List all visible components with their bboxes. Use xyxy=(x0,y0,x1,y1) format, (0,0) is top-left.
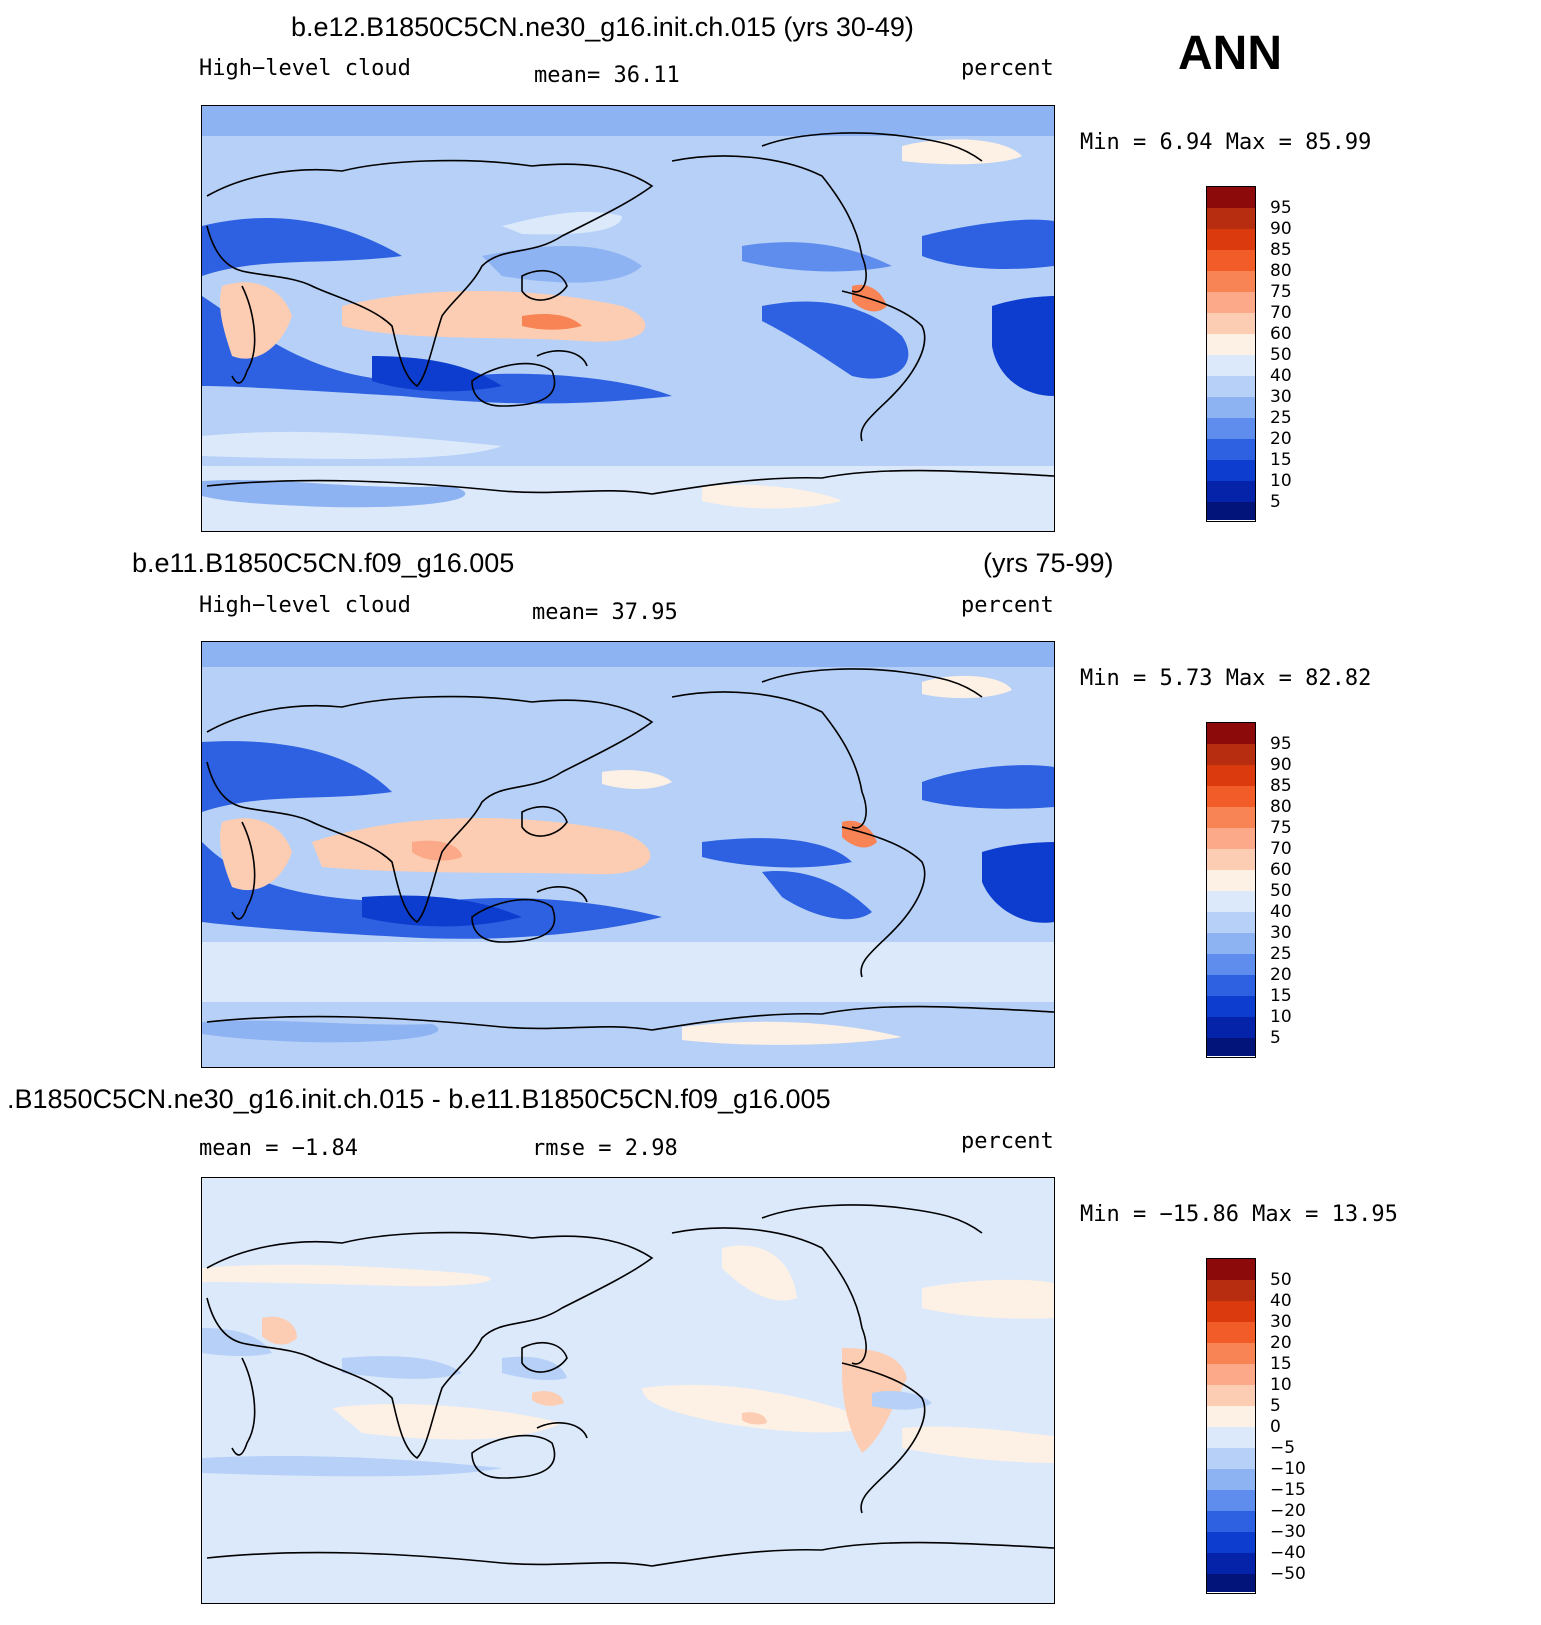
panel2-units: percent xyxy=(961,593,1054,618)
cb1-label: 80 xyxy=(1270,261,1292,281)
cb2-label: 15 xyxy=(1270,986,1292,1006)
panel1-colorbar xyxy=(1206,186,1256,522)
cb2-label: 25 xyxy=(1270,944,1292,964)
cb2-label: 85 xyxy=(1270,776,1292,796)
cb3-label: 30 xyxy=(1270,1312,1292,1332)
panel1-units: percent xyxy=(961,56,1054,81)
panel1-map xyxy=(201,105,1055,532)
cb1-label: 70 xyxy=(1270,303,1292,323)
cb1-label: 85 xyxy=(1270,240,1292,260)
panel1-variable: High−level cloud xyxy=(199,56,411,81)
cb2-label: 40 xyxy=(1270,902,1292,922)
panel2-minmax: Min = 5.73 Max = 82.82 xyxy=(1080,666,1372,691)
cb3-label: −5 xyxy=(1270,1438,1296,1458)
cb2-label: 60 xyxy=(1270,860,1292,880)
panel2-colorbar xyxy=(1206,722,1256,1058)
cb1-label: 90 xyxy=(1270,219,1292,239)
panel3-contour-map xyxy=(202,1178,1054,1603)
panel3-minmax: Min = −15.86 Max = 13.95 xyxy=(1080,1202,1398,1227)
panel3-map xyxy=(201,1177,1055,1604)
cb2-label: 50 xyxy=(1270,881,1292,901)
cb3-label: −30 xyxy=(1270,1522,1306,1542)
cb1-label: 15 xyxy=(1270,450,1292,470)
panel2-contour-map xyxy=(202,642,1054,1067)
cb2-label: 90 xyxy=(1270,755,1292,775)
panel2-map xyxy=(201,641,1055,1068)
cb3-label: 10 xyxy=(1270,1375,1292,1395)
cb3-label: 0 xyxy=(1270,1417,1281,1437)
cb3-label: −50 xyxy=(1270,1564,1306,1584)
cb3-label: 50 xyxy=(1270,1270,1292,1290)
cb1-label: 75 xyxy=(1270,282,1292,302)
cb2-label: 20 xyxy=(1270,965,1292,985)
cb1-label: 50 xyxy=(1270,345,1292,365)
cb3-label: 5 xyxy=(1270,1396,1281,1416)
panel2-case-years: (yrs 75-99) xyxy=(983,548,1114,578)
panel2-mean: mean= 37.95 xyxy=(532,600,678,625)
panel1-case-title: b.e12.B1850C5CN.ne30_g16.init.ch.015 (yr… xyxy=(291,12,914,42)
cb1-label: 60 xyxy=(1270,324,1292,344)
cb3-label: 15 xyxy=(1270,1354,1292,1374)
cb2-label: 80 xyxy=(1270,797,1292,817)
cb3-label: −40 xyxy=(1270,1543,1306,1563)
panel3-rmse: rmse = 2.98 xyxy=(532,1136,678,1161)
cb3-label: −10 xyxy=(1270,1459,1306,1479)
cb3-label: 20 xyxy=(1270,1333,1292,1353)
panel1-contour-map xyxy=(202,106,1054,531)
cb2-label: 10 xyxy=(1270,1007,1292,1027)
cb1-label: 5 xyxy=(1270,492,1281,512)
panel3-case-title: .B1850C5CN.ne30_g16.init.ch.015 - b.e11.… xyxy=(7,1084,831,1114)
season-label: ANN xyxy=(1178,27,1282,80)
cb1-label: 10 xyxy=(1270,471,1292,491)
cb2-label: 95 xyxy=(1270,734,1292,754)
cb2-label: 75 xyxy=(1270,818,1292,838)
panel1-minmax: Min = 6.94 Max = 85.99 xyxy=(1080,130,1372,155)
cb2-label: 5 xyxy=(1270,1028,1281,1048)
cb1-label: 95 xyxy=(1270,198,1292,218)
cb3-label: −15 xyxy=(1270,1480,1306,1500)
panel2-case-title: b.e11.B1850C5CN.f09_g16.005 xyxy=(132,548,515,578)
panel3-mean: mean = −1.84 xyxy=(199,1136,358,1161)
panel1-mean: mean= 36.11 xyxy=(534,63,680,88)
cb1-label: 20 xyxy=(1270,429,1292,449)
cb1-label: 40 xyxy=(1270,366,1292,386)
cb3-label: 40 xyxy=(1270,1291,1292,1311)
cb2-label: 30 xyxy=(1270,923,1292,943)
cb3-label: −20 xyxy=(1270,1501,1306,1521)
cb1-label: 25 xyxy=(1270,408,1292,428)
panel3-colorbar xyxy=(1206,1258,1256,1594)
cb1-label: 30 xyxy=(1270,387,1292,407)
panel3-units: percent xyxy=(961,1129,1054,1154)
cb2-label: 70 xyxy=(1270,839,1292,859)
panel2-variable: High−level cloud xyxy=(199,593,411,618)
